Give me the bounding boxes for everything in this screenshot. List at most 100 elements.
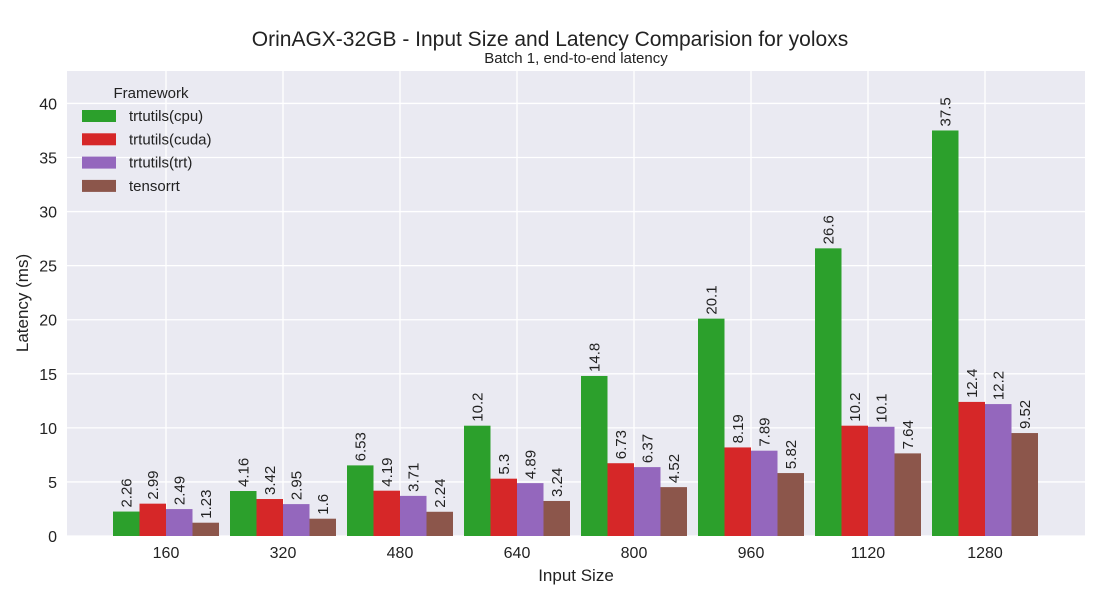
data-label: 3.71 (405, 463, 422, 492)
bar (192, 522, 219, 536)
data-label: 4.19 (379, 457, 396, 486)
data-label: 14.8 (586, 343, 603, 372)
data-label: 4.16 (235, 458, 252, 487)
x-tick-label: 160 (153, 545, 180, 562)
legend-swatch (82, 156, 116, 169)
bar (426, 511, 453, 536)
data-label: 12.4 (964, 369, 981, 398)
bar (751, 450, 778, 536)
bar (985, 404, 1012, 536)
bar (868, 426, 895, 536)
legend-swatch (82, 133, 116, 146)
legend-title: Framework (113, 85, 189, 102)
bar (230, 491, 257, 536)
data-label: 5.3 (496, 454, 513, 475)
x-tick-label: 960 (738, 545, 765, 562)
bar (660, 487, 687, 536)
data-label: 20.1 (703, 285, 720, 314)
data-label: 6.53 (352, 432, 369, 461)
data-label: 5.82 (783, 440, 800, 469)
y-tick-label: 30 (39, 205, 57, 222)
bar (932, 130, 959, 536)
y-tick-label: 40 (39, 96, 57, 113)
bar (400, 495, 427, 536)
bar (113, 511, 140, 536)
bar (139, 503, 166, 536)
legend: Framework trtutils(cpu) trtutils(cuda) trt… (82, 85, 212, 195)
y-tick-label: 0 (48, 529, 57, 546)
data-labels: 2.26 4.16 6.53 10.2 14.8 20.1 26.6 37.5 2.99 3.42… (118, 97, 1034, 518)
x-tick-label: 1280 (967, 545, 1003, 562)
bar (347, 465, 374, 536)
data-label: 4.89 (522, 450, 539, 479)
data-label: 6.37 (639, 434, 656, 463)
bar (581, 375, 608, 536)
y-tick-label: 35 (39, 151, 57, 168)
bar (607, 463, 634, 536)
data-label: 4.52 (666, 454, 683, 483)
chart-subtitle: Batch 1, end-to-end latency (484, 50, 668, 67)
data-label: 2.49 (171, 476, 188, 505)
legend-label: trtutils(cpu) (129, 108, 203, 125)
bar (166, 509, 193, 536)
x-tick-label: 320 (270, 545, 297, 562)
bar (283, 504, 310, 536)
y-tick-label: 20 (39, 313, 57, 330)
bar (634, 467, 661, 536)
data-label: 3.24 (549, 468, 566, 497)
data-label: 2.95 (288, 471, 305, 500)
data-label: 12.2 (990, 371, 1007, 400)
data-label: 1.23 (198, 489, 215, 518)
x-tick-label: 640 (504, 545, 531, 562)
bar (464, 425, 491, 536)
x-tick-label: 1120 (851, 545, 886, 562)
data-label: 26.6 (820, 215, 837, 244)
data-label: 7.64 (900, 420, 917, 449)
bar (490, 478, 517, 536)
bar (256, 499, 283, 536)
data-label: 1.6 (315, 494, 332, 515)
y-tick-label: 5 (48, 475, 57, 492)
bar (724, 447, 751, 536)
bar (309, 518, 336, 536)
bar (517, 483, 544, 536)
data-label: 2.24 (432, 479, 449, 508)
bar (777, 473, 804, 536)
legend-swatch (82, 110, 116, 122)
bars (113, 130, 1038, 537)
data-label: 10.2 (469, 392, 486, 421)
y-tick-label: 25 (39, 259, 57, 276)
legend-label: trtutils(trt) (129, 155, 192, 172)
bar (894, 453, 921, 536)
bar (698, 318, 725, 536)
data-label: 8.19 (730, 414, 747, 443)
bar (373, 490, 400, 536)
data-label: 10.1 (873, 394, 890, 423)
data-label: 6.73 (613, 430, 630, 459)
data-label: 2.99 (145, 470, 162, 499)
grid (67, 71, 1085, 537)
legend-label: tensorrt (129, 178, 181, 195)
y-tick-label: 15 (39, 367, 57, 384)
data-label: 9.52 (1017, 400, 1034, 429)
bar (543, 500, 570, 536)
legend-label: trtutils(cuda) (129, 131, 212, 148)
legend-swatch (82, 179, 116, 192)
data-label: 7.89 (756, 417, 773, 446)
y-tick-labels: 0 5 10 15 20 25 30 35 40 (39, 96, 57, 546)
data-label: 37.5 (937, 97, 954, 126)
bar (958, 401, 985, 536)
y-tick-label: 10 (39, 421, 57, 438)
data-label: 10.2 (847, 392, 864, 421)
x-tick-label: 800 (621, 545, 648, 562)
data-label: 2.26 (118, 478, 135, 507)
bar (1011, 433, 1038, 536)
bar (841, 425, 868, 536)
x-axis-label: Input Size (538, 566, 614, 585)
x-tick-label: 480 (387, 545, 414, 562)
y-axis-label: Latency (ms) (13, 254, 32, 352)
data-label: 3.42 (262, 466, 279, 495)
bar (815, 248, 842, 537)
x-tick-labels: 160 320 480 640 800 960 1120 1280 (153, 545, 1003, 562)
